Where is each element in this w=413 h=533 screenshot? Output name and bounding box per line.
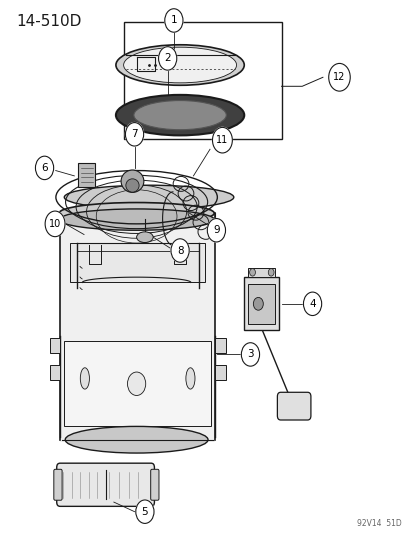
Ellipse shape	[64, 185, 233, 209]
Circle shape	[249, 269, 255, 276]
Polygon shape	[50, 365, 60, 380]
Ellipse shape	[133, 101, 226, 130]
Text: 92V14  51D: 92V14 51D	[356, 519, 401, 528]
Ellipse shape	[116, 95, 244, 135]
FancyBboxPatch shape	[54, 470, 62, 500]
Text: 9: 9	[213, 225, 219, 235]
Text: 14-510D: 14-510D	[17, 14, 82, 29]
Ellipse shape	[80, 368, 89, 389]
Polygon shape	[215, 365, 225, 380]
Polygon shape	[70, 243, 204, 282]
Ellipse shape	[123, 47, 236, 83]
Text: 6: 6	[41, 163, 48, 173]
Text: 1: 1	[170, 15, 177, 26]
Circle shape	[303, 292, 321, 316]
Ellipse shape	[136, 232, 153, 243]
Text: 8: 8	[176, 246, 183, 255]
Text: 2: 2	[164, 53, 171, 63]
Bar	[248, 268, 275, 277]
Polygon shape	[215, 338, 225, 353]
Polygon shape	[50, 338, 60, 353]
Circle shape	[241, 343, 259, 366]
Ellipse shape	[65, 426, 207, 453]
Text: 10: 10	[49, 219, 61, 229]
Circle shape	[45, 211, 65, 237]
Circle shape	[268, 269, 273, 276]
Ellipse shape	[116, 45, 244, 85]
Ellipse shape	[185, 368, 195, 389]
Text: 5: 5	[141, 507, 148, 516]
Ellipse shape	[121, 170, 144, 192]
Bar	[244, 277, 279, 330]
Bar	[124, 22, 281, 139]
Circle shape	[36, 156, 54, 180]
Polygon shape	[64, 341, 211, 426]
Text: 11: 11	[216, 135, 228, 145]
Circle shape	[207, 219, 225, 242]
Polygon shape	[60, 213, 215, 442]
Text: 4: 4	[309, 299, 315, 309]
FancyBboxPatch shape	[57, 463, 154, 506]
Ellipse shape	[59, 209, 214, 230]
Circle shape	[328, 63, 349, 91]
Bar	[248, 284, 275, 324]
Circle shape	[135, 500, 154, 523]
Text: 3: 3	[247, 350, 253, 359]
Circle shape	[171, 239, 189, 262]
Text: 7: 7	[131, 130, 138, 139]
Circle shape	[253, 297, 263, 310]
Circle shape	[127, 372, 145, 395]
FancyBboxPatch shape	[150, 470, 159, 500]
FancyBboxPatch shape	[277, 392, 310, 420]
Polygon shape	[78, 163, 95, 187]
Text: 12: 12	[332, 72, 345, 82]
Circle shape	[212, 127, 232, 153]
Circle shape	[164, 9, 183, 32]
Circle shape	[158, 47, 176, 70]
Ellipse shape	[59, 203, 214, 224]
Ellipse shape	[126, 179, 139, 192]
Circle shape	[125, 123, 143, 146]
